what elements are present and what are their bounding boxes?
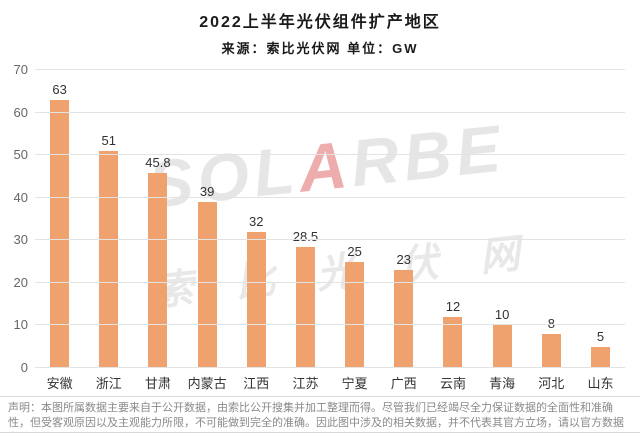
bar-group: 32 — [232, 70, 281, 368]
bar-value-label: 45.8 — [145, 155, 171, 171]
bar-group: 10 — [478, 70, 527, 368]
x-axis-category-labels: 安徽 浙江 甘肃 内蒙古 江西 江苏 宁夏 广西 云南 青海 河北 山东 — [35, 373, 625, 392]
bar-group: 23 — [379, 70, 428, 368]
bar-group: 28.5 — [281, 70, 330, 368]
bar-value-label: 8 — [548, 316, 555, 331]
bar-value-label: 28.5 — [292, 228, 319, 244]
x-axis-category-label: 浙江 — [95, 376, 122, 391]
bar — [50, 99, 70, 368]
bar-value-label: 25 — [347, 243, 362, 259]
chart-header: 2022上半年光伏组件扩产地区 来源：索比光伏网 单位：GW — [0, 8, 640, 57]
y-axis-tick-label: 30 — [13, 232, 28, 248]
bar-group: 5 — [576, 70, 625, 368]
gridline — [35, 324, 625, 326]
bar-group: 39 — [183, 70, 232, 368]
bar-group: 45.8 — [133, 70, 182, 368]
bars-container: 63 51 45.8 39 32 28.5 25 23 12 10 8 5 — [35, 70, 625, 368]
bar — [492, 325, 512, 368]
bar — [443, 316, 463, 368]
y-axis-tick-label: 70 — [13, 62, 28, 77]
x-axis-category-label: 内蒙古 — [187, 376, 227, 391]
x-axis-category-label: 安徽 — [46, 376, 73, 391]
y-axis-tick-label: 40 — [13, 189, 28, 205]
chart-subtitle: 来源：索比光伏网 单位：GW — [221, 41, 419, 56]
chart-title: 2022上半年光伏组件扩产地区 — [199, 14, 441, 31]
gridline — [35, 367, 625, 368]
disclaimer-text: 声明：本图所属数据主要来自于公开数据，由索比公开搜集并加工整理而得。尽管我们已经… — [0, 396, 640, 433]
gridline — [35, 154, 625, 156]
y-axis-tick-label: 0 — [20, 360, 28, 375]
bar-group: 25 — [330, 70, 379, 368]
bar — [394, 270, 414, 368]
bar-value-label: 39 — [199, 183, 215, 199]
gridline — [35, 196, 625, 198]
plot-area: 63 51 45.8 39 32 28.5 25 23 12 10 8 5 — [35, 69, 625, 368]
x-axis-category-label: 云南 — [439, 376, 466, 391]
y-axis-tick-label: 20 — [13, 274, 28, 290]
x-axis-category-label: 江苏 — [292, 376, 319, 391]
bar — [99, 150, 119, 368]
bar — [590, 346, 610, 368]
bar-value-label: 51 — [101, 132, 116, 148]
y-axis-tick-label: 60 — [13, 104, 28, 120]
bar-group: 12 — [428, 70, 477, 368]
bar-value-label: 23 — [396, 252, 412, 268]
bar-group: 51 — [84, 70, 133, 368]
x-axis-category-label: 甘肃 — [144, 376, 171, 391]
bar-group: 63 — [35, 70, 84, 368]
bar — [148, 173, 168, 368]
x-axis-category-label: 青海 — [489, 376, 516, 391]
x-axis-category-label: 宁夏 — [341, 376, 368, 391]
bar-group: 8 — [527, 70, 576, 368]
bar-value-label: 5 — [596, 328, 605, 344]
gridline — [35, 111, 625, 113]
bar-value-label: 32 — [249, 213, 264, 229]
bar — [345, 261, 365, 368]
bar — [246, 231, 266, 368]
bar — [197, 201, 217, 368]
bar — [541, 333, 561, 368]
gridline — [35, 239, 625, 241]
gridline — [35, 281, 625, 283]
x-axis-category-label: 广西 — [390, 376, 417, 391]
bar-value-label: 10 — [494, 307, 510, 323]
x-axis-category-label: 山东 — [587, 376, 614, 391]
y-axis-tick-label: 50 — [13, 147, 28, 163]
bar-value-label: 12 — [445, 298, 461, 314]
x-axis-category-label: 江西 — [243, 376, 270, 391]
y-axis-tick-label: 10 — [13, 317, 28, 333]
gridline — [35, 69, 625, 70]
bar — [295, 246, 315, 368]
bar-value-label: 63 — [52, 81, 67, 97]
x-axis-category-label: 河北 — [538, 376, 565, 391]
